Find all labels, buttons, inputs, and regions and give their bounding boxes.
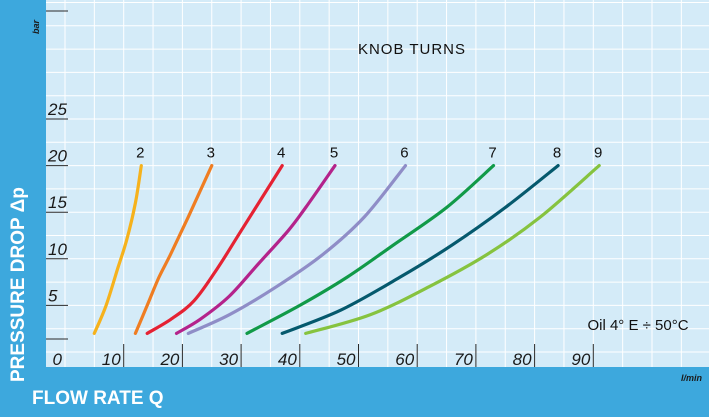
annotation-oil: Oil 4° E ÷ 50°C (587, 317, 688, 334)
series-line-6 (186, 164, 408, 335)
x-tick-label: 10 (102, 350, 121, 369)
y-tick-label: 10 (48, 240, 67, 259)
x-axis-label: FLOW RATE Q (32, 388, 164, 409)
y-tick-label: 25 (47, 100, 67, 119)
x-tick-label: 90 (571, 350, 590, 369)
x-tick-label: 0 (53, 350, 63, 369)
y-tick-label: 20 (47, 147, 67, 166)
series-line-9 (304, 164, 601, 335)
series-label-9: 9 (594, 145, 602, 162)
y-axis-label: PRESSURE DROP Δp (8, 187, 29, 382)
series-label-3: 3 (207, 145, 215, 162)
y-unit-label: bar (31, 19, 41, 34)
series-line-2 (92, 164, 143, 335)
x-tick-label: 20 (159, 350, 179, 369)
series-line-7 (245, 164, 496, 335)
series-label-5: 5 (330, 145, 338, 162)
x-tick-label: 80 (513, 350, 532, 369)
series-line-8 (280, 164, 560, 335)
series-line-5 (174, 164, 337, 335)
series-label-8: 8 (553, 145, 561, 162)
x-tick-label: 50 (337, 350, 356, 369)
series-line-4 (145, 164, 284, 335)
series-label-2: 2 (136, 145, 144, 162)
x-tick-label: 60 (395, 350, 414, 369)
chart-title: KNOB TURNS (358, 41, 466, 58)
y-tick-label: 15 (48, 193, 67, 212)
series-label-4: 4 (277, 145, 285, 162)
y-tick-label: 5 (48, 286, 58, 305)
x-tick-label: 40 (278, 350, 297, 369)
series-label-7: 7 (488, 145, 496, 162)
series-label-6: 6 (400, 145, 408, 162)
series-line-3 (133, 164, 214, 335)
x-tick-label: 70 (454, 350, 473, 369)
x-tick-label: 30 (219, 350, 238, 369)
x-unit-label: l/min (681, 373, 703, 383)
